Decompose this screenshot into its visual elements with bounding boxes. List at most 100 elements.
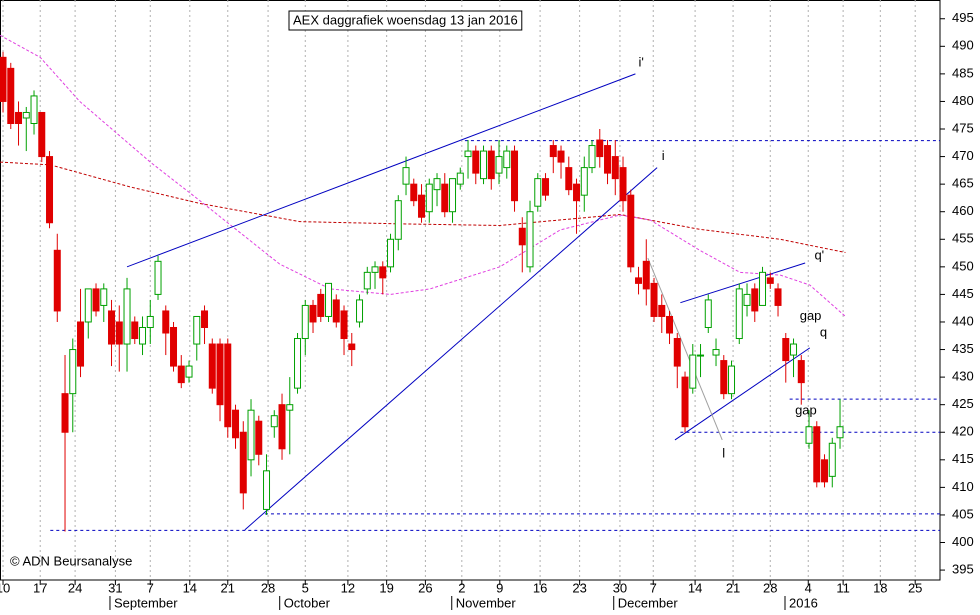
- x-tick-label: 19: [379, 580, 393, 595]
- x-tick-label: 7: [147, 580, 154, 595]
- x-tick-label: 25: [908, 580, 922, 595]
- y-tick-label: 465: [952, 176, 974, 191]
- candle-body: [356, 299, 364, 323]
- candle-body: [503, 150, 511, 169]
- annotation: i: [662, 148, 665, 163]
- trendline: [647, 257, 723, 441]
- x-tick-label: 10: [0, 580, 10, 595]
- candle-body: [642, 260, 650, 290]
- annotation: i': [639, 54, 644, 69]
- candle-body: [309, 304, 317, 323]
- candle-body: [751, 288, 759, 312]
- candle-body: [743, 293, 751, 306]
- x-tick-label: 18: [873, 580, 887, 595]
- x-tick-label: 21: [221, 580, 235, 595]
- candle-body: [418, 194, 426, 218]
- candle-body: [232, 409, 240, 439]
- month-label: December: [618, 595, 679, 610]
- candle-body: [735, 288, 743, 340]
- candle-body: [402, 167, 410, 185]
- candle-body: [650, 282, 658, 317]
- candle-body: [673, 338, 681, 367]
- candle-body: [619, 167, 627, 202]
- candle-body: [332, 299, 340, 323]
- candle-body: [317, 293, 325, 317]
- y-tick-label: 480: [952, 93, 974, 108]
- trendline: [244, 167, 658, 531]
- candle-body: [387, 238, 395, 268]
- y-tick-label: 495: [952, 10, 974, 25]
- candle-body: [441, 183, 449, 213]
- candle-body: [480, 150, 488, 180]
- candle-body: [557, 150, 565, 163]
- candle-body: [247, 409, 255, 461]
- annotation: q': [814, 247, 824, 262]
- candle-body: [201, 310, 209, 328]
- candle-body: [61, 393, 69, 433]
- x-tick-label: 7: [650, 580, 657, 595]
- candle-body: [69, 349, 77, 395]
- candle-body: [0, 56, 7, 102]
- candle-body: [828, 442, 836, 477]
- candle-body: [123, 288, 131, 345]
- candle-body: [255, 420, 263, 455]
- plot: i' i q' q l gap gap: [0, 0, 940, 580]
- annotation: gap: [800, 308, 822, 323]
- candle-body: [526, 211, 534, 268]
- candle-body: [170, 326, 178, 367]
- candle-body: [518, 227, 526, 246]
- candle-body: [348, 343, 356, 351]
- x-tick-label: 23: [572, 580, 586, 595]
- candle-body: [487, 150, 495, 180]
- x-tick-label: 14: [183, 580, 197, 595]
- candle-body: [92, 288, 100, 312]
- candle-body: [456, 172, 464, 185]
- candle-body: [433, 178, 441, 191]
- candle-body: [797, 360, 805, 384]
- candle-body: [239, 431, 247, 494]
- candle-body: [511, 150, 519, 202]
- y-tick-label: 425: [952, 396, 974, 411]
- candle-body: [30, 95, 38, 124]
- title-box: [288, 10, 523, 31]
- month-label: September: [114, 595, 178, 610]
- moving-average: [0, 34, 846, 317]
- candle-body: [371, 266, 379, 273]
- x-tick-label: 24: [68, 580, 82, 595]
- candle-body: [689, 354, 697, 389]
- candle-body: [495, 156, 503, 174]
- y-tick-label: 445: [952, 286, 974, 301]
- x-tick-label: 4: [805, 580, 812, 595]
- x-tick-label: 28: [261, 580, 275, 595]
- candle-body: [774, 288, 782, 306]
- x-tick-label: 2: [458, 580, 465, 595]
- candle-body: [712, 349, 720, 356]
- candle-body: [728, 365, 736, 395]
- candle-body: [394, 200, 402, 240]
- candle-body: [449, 178, 457, 213]
- trendline: [680, 262, 806, 304]
- candle-body: [270, 415, 278, 428]
- candle-body: [325, 282, 333, 317]
- candle-body: [813, 426, 821, 483]
- candle-body: [84, 288, 92, 323]
- candle-body: [565, 167, 573, 191]
- trendline: [674, 347, 811, 441]
- x-tick-label: 30: [613, 580, 627, 595]
- candle-body: [38, 111, 46, 158]
- candle-body: [766, 277, 774, 284]
- candle-body: [790, 343, 798, 356]
- candle-body: [115, 321, 123, 345]
- x-tick-label: 5: [302, 580, 309, 595]
- candle-body: [340, 310, 348, 340]
- candle-body: [588, 145, 596, 169]
- candle-body: [464, 150, 472, 158]
- candle-body: [363, 271, 371, 290]
- y-tick-label: 450: [952, 258, 974, 273]
- x-tick-label: 12: [341, 580, 355, 595]
- annotation: l: [722, 446, 725, 461]
- candle-body: [7, 67, 15, 124]
- y-tick-label: 435: [952, 341, 974, 356]
- candle-body: [177, 365, 185, 384]
